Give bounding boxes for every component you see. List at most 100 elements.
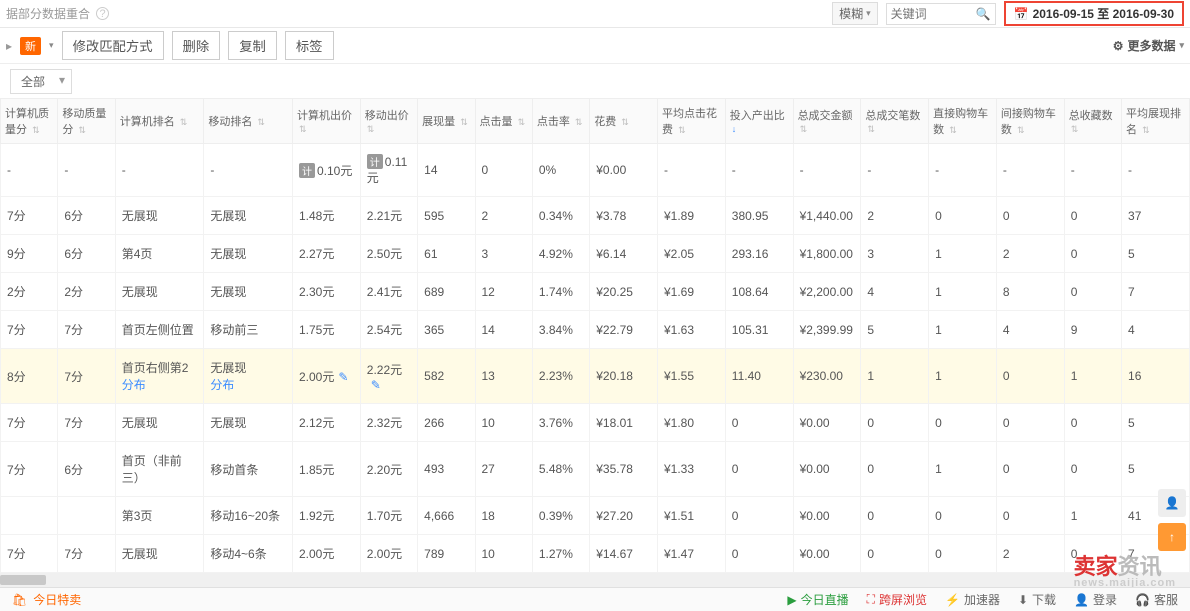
match-method-button[interactable]: 修改匹配方式 — [62, 31, 164, 60]
search-mode-dropdown[interactable]: 模糊 ▾ — [832, 2, 878, 25]
col-header[interactable]: 花费 ⇅ — [590, 99, 658, 144]
table-cell: 7分 — [58, 349, 115, 404]
edit-icon[interactable]: ✎ — [371, 378, 381, 392]
table-row[interactable]: 8分7分首页右侧第2分布无展现分布2.00元✎2.22元✎582132.23%¥… — [1, 349, 1190, 404]
table-row[interactable]: 7分6分无展现无展现1.48元2.21元59520.34%¥3.78¥1.893… — [1, 197, 1190, 235]
breadcrumb: 据部分数据重合 ? — [6, 5, 109, 22]
table-cell: ¥1.55 — [658, 349, 726, 404]
col-header[interactable]: 移动质量分 ⇅ — [58, 99, 115, 144]
col-header[interactable]: 计算机排名 ⇅ — [115, 99, 204, 144]
col-header[interactable]: 总成交笔数 ⇅ — [861, 99, 929, 144]
edit-icon[interactable]: ✎ — [338, 370, 348, 384]
table-cell: 10 — [475, 404, 532, 442]
table-row[interactable]: 7分7分首页左侧位置移动前三1.75元2.54元365143.84%¥22.79… — [1, 311, 1190, 349]
table-cell: 0% — [532, 144, 589, 197]
table-cell: ¥18.01 — [590, 404, 658, 442]
table-cell: ¥1.47 — [658, 535, 726, 573]
filter-all-dropdown[interactable]: 全部 — [10, 69, 72, 94]
col-header[interactable]: 直接购物车数 ⇅ — [929, 99, 997, 144]
table-cell: - — [861, 144, 929, 197]
col-header[interactable]: 点击量 ⇅ — [475, 99, 532, 144]
chevron-down-icon[interactable]: ▾ — [49, 40, 54, 51]
table-row[interactable]: 第3页移动16~20条1.92元1.70元4,666180.39%¥27.20¥… — [1, 497, 1190, 535]
table-cell: 1 — [929, 442, 997, 497]
col-header[interactable]: 总收藏数 ⇅ — [1064, 99, 1121, 144]
date-range-picker[interactable]: 📅 2016-09-15 至 2016-09-30 — [1004, 1, 1184, 26]
login-button[interactable]: 👤 登录 — [1074, 591, 1117, 608]
table-cell: 12 — [475, 273, 532, 311]
table-cell: 0 — [996, 349, 1064, 404]
col-header[interactable]: 移动排名 ⇅ — [204, 99, 293, 144]
table-cell: - — [658, 144, 726, 197]
table-cell: 293.16 — [725, 235, 793, 273]
data-table-wrap: 计算机质量分 ⇅移动质量分 ⇅计算机排名 ⇅移动排名 ⇅计算机出价 ⇅移动出价 … — [0, 98, 1190, 573]
table-row[interactable]: 7分7分无展现移动4~6条2.00元2.00元789101.27%¥14.67¥… — [1, 535, 1190, 573]
sort-icon: ⇅ — [1071, 124, 1079, 134]
scrollbar-thumb[interactable] — [0, 575, 46, 585]
table-cell: ¥1.89 — [658, 197, 726, 235]
table-cell: ¥22.79 — [590, 311, 658, 349]
table-cell: - — [1122, 144, 1190, 197]
sort-icon: ⇅ — [460, 117, 468, 127]
table-cell: ¥1.69 — [658, 273, 726, 311]
table-cell: - — [58, 144, 115, 197]
download-button[interactable]: ⬇ 下载 — [1018, 591, 1056, 608]
table-cell: 6分 — [58, 197, 115, 235]
table-cell: 1 — [1064, 497, 1121, 535]
accelerator-button[interactable]: ⚡ 加速器 — [945, 591, 1000, 608]
table-cell: 0 — [725, 442, 793, 497]
sort-icon: ⇅ — [1017, 125, 1025, 135]
sub-link[interactable]: 分布 — [122, 376, 198, 393]
table-cell: ¥6.14 — [590, 235, 658, 273]
table-cell: 7分 — [1, 442, 58, 497]
col-header[interactable]: 总成交金额 ⇅ — [793, 99, 861, 144]
table-row[interactable]: 2分2分无展现无展现2.30元2.41元689121.74%¥20.25¥1.6… — [1, 273, 1190, 311]
table-cell: - — [725, 144, 793, 197]
sort-icon: ⇅ — [78, 125, 86, 135]
sub-link[interactable]: 分布 — [210, 376, 286, 393]
col-header[interactable]: 计算机出价 ⇅ — [293, 99, 361, 144]
table-row[interactable]: ----计0.10元计0.11元1400%¥0.00-------- — [1, 144, 1190, 197]
profile-side-button[interactable]: 👤 — [1158, 489, 1186, 517]
table-cell: 365 — [418, 311, 475, 349]
table-row[interactable]: 7分7分无展现无展现2.12元2.32元266103.76%¥18.01¥1.8… — [1, 404, 1190, 442]
copy-button[interactable]: 复制 — [228, 31, 277, 60]
col-header[interactable]: 平均点击花费 ⇅ — [658, 99, 726, 144]
col-header[interactable]: 展现量 ⇅ — [418, 99, 475, 144]
table-cell: 380.95 — [725, 197, 793, 235]
table-cell: 4 — [1122, 311, 1190, 349]
col-header[interactable]: 计算机质量分 ⇅ — [1, 99, 58, 144]
search-input[interactable] — [891, 7, 976, 21]
table-cell: ¥1.63 — [658, 311, 726, 349]
calendar-icon: 📅 — [1014, 7, 1029, 21]
delete-button[interactable]: 删除 — [172, 31, 221, 60]
col-header[interactable]: 点击率 ⇅ — [532, 99, 589, 144]
table-cell: 1.75元 — [293, 311, 361, 349]
col-header[interactable]: 移动出价 ⇅ — [360, 99, 417, 144]
table-cell: 计0.10元 — [293, 144, 361, 197]
filter-row: 全部 — [0, 64, 1190, 98]
cross-screen-button[interactable]: ⛶ 跨屏浏览 — [867, 591, 927, 608]
table-cell: 5.48% — [532, 442, 589, 497]
col-header[interactable]: 平均展现排名 ⇅ — [1122, 99, 1190, 144]
back-to-top-button[interactable]: ↑ — [1158, 523, 1186, 551]
table-row[interactable]: 7分6分首页（非前三）移动首条1.85元2.20元493275.48%¥35.7… — [1, 442, 1190, 497]
table-cell: 7分 — [1, 535, 58, 573]
more-data-button[interactable]: ⚙ 更多数据 ▾ — [1113, 37, 1184, 54]
col-header[interactable]: 投入产出比 ↓ — [725, 99, 793, 144]
table-cell: 2.00元✎ — [293, 349, 361, 404]
tag-button[interactable]: 标签 — [285, 31, 334, 60]
date-range-text: 2016-09-15 至 2016-09-30 — [1033, 5, 1174, 22]
table-cell: ¥35.78 — [590, 442, 658, 497]
table-row[interactable]: 9分6分第4页无展现2.27元2.50元6134.92%¥6.14¥2.0529… — [1, 235, 1190, 273]
col-header[interactable]: 间接购物车数 ⇅ — [996, 99, 1064, 144]
help-icon[interactable]: ? — [96, 7, 109, 20]
table-cell: 4.92% — [532, 235, 589, 273]
table-cell: 7分 — [1, 197, 58, 235]
search-icon[interactable]: 🔍 — [976, 7, 991, 21]
h-scrollbar[interactable] — [0, 573, 1190, 587]
live-button[interactable]: ▶ 今日直播 — [787, 591, 848, 608]
cs-button[interactable]: 🎧 客服 — [1135, 591, 1178, 608]
today-sale[interactable]: 今日特卖 — [33, 591, 81, 608]
chevron-down-icon: ▾ — [1179, 40, 1184, 51]
